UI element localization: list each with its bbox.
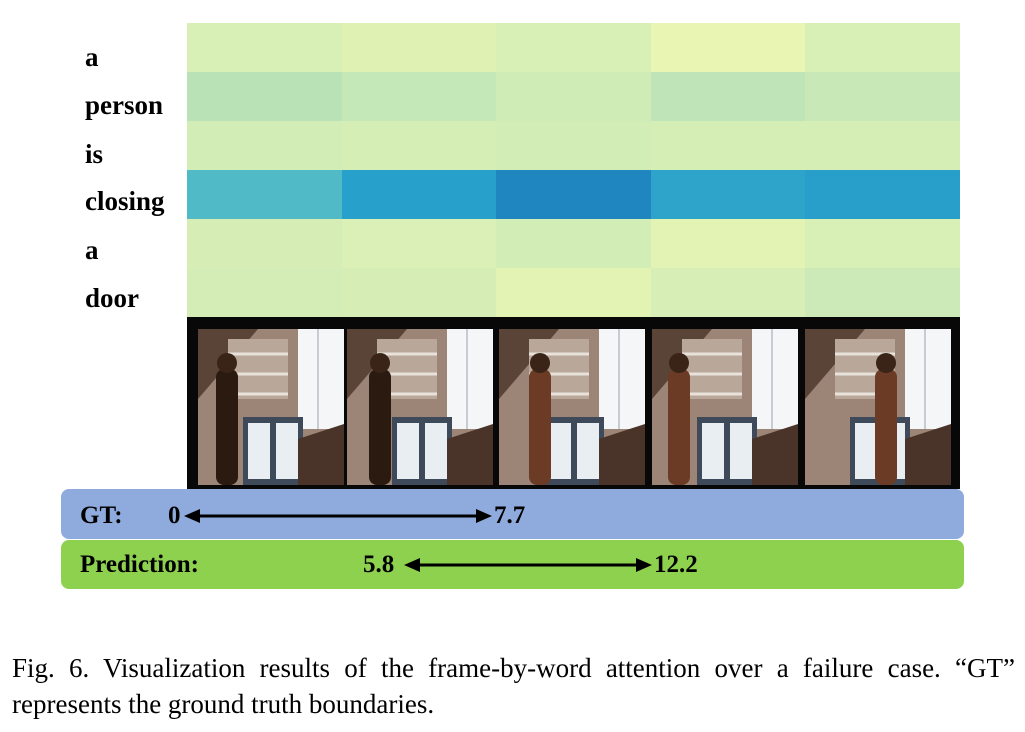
heatmap-cell — [187, 219, 342, 268]
prediction-label: Prediction: — [80, 551, 199, 578]
heatmap-cell — [341, 23, 497, 72]
word-label-a-2: a — [85, 235, 99, 265]
heatmap-cell — [805, 268, 960, 317]
heatmap-row — [187, 219, 960, 268]
heatmap-cell — [341, 170, 497, 219]
video-frame-strip — [187, 317, 960, 489]
heatmap-cell — [805, 23, 960, 72]
prediction-end-value: 12.2 — [654, 551, 698, 578]
video-frame — [652, 329, 798, 485]
gt-double-arrow — [184, 509, 492, 523]
attention-heatmap — [187, 23, 960, 317]
heatmap-cell — [496, 268, 651, 317]
heatmap-cell — [341, 268, 497, 317]
heatmap-cell — [650, 268, 806, 317]
heatmap-cell — [187, 23, 342, 72]
word-label-is: is — [85, 139, 104, 169]
ground-truth-bar — [61, 489, 964, 539]
heatmap-row — [187, 23, 960, 72]
gt-end-value: 7.7 — [494, 502, 526, 529]
heatmap-cell — [650, 219, 806, 268]
heatmap-cell — [650, 72, 806, 121]
video-frame — [198, 329, 344, 485]
heatmap-cell — [187, 121, 342, 170]
video-frame — [805, 329, 951, 485]
word-label-door: door — [85, 283, 139, 313]
heatmap-cell — [650, 23, 806, 72]
heatmap-cell — [496, 23, 651, 72]
video-frame — [347, 329, 493, 485]
heatmap-cell — [187, 72, 342, 121]
heatmap-cell — [496, 170, 651, 219]
heatmap-cell — [805, 121, 960, 170]
gt-label: GT: — [80, 502, 123, 529]
heatmap-cell — [496, 121, 651, 170]
heatmap-row — [187, 268, 960, 317]
heatmap-cell — [187, 170, 342, 219]
gt-start-value: 0 — [168, 502, 181, 529]
heatmap-row — [187, 121, 960, 170]
heatmap-cell — [805, 72, 960, 121]
word-label-closing: closing — [85, 186, 165, 216]
heatmap-cell — [341, 72, 497, 121]
heatmap-cell — [650, 121, 806, 170]
heatmap-cell — [496, 219, 651, 268]
heatmap-cell — [650, 170, 806, 219]
figure-caption: Fig. 6. Visualization results of the fra… — [12, 653, 1015, 719]
heatmap-row — [187, 72, 960, 121]
heatmap-cell — [187, 268, 342, 317]
heatmap-cell — [805, 219, 960, 268]
video-frame — [499, 329, 645, 485]
word-label-a: a — [85, 42, 99, 72]
word-label-person: person — [85, 90, 164, 120]
heatmap-cell — [805, 170, 960, 219]
heatmap-row — [187, 170, 960, 219]
heatmap-cell — [341, 121, 497, 170]
heatmap-cell — [341, 219, 497, 268]
heatmap-cell — [496, 72, 651, 121]
prediction-start-value: 5.8 — [363, 551, 395, 578]
prediction-double-arrow — [404, 558, 652, 572]
